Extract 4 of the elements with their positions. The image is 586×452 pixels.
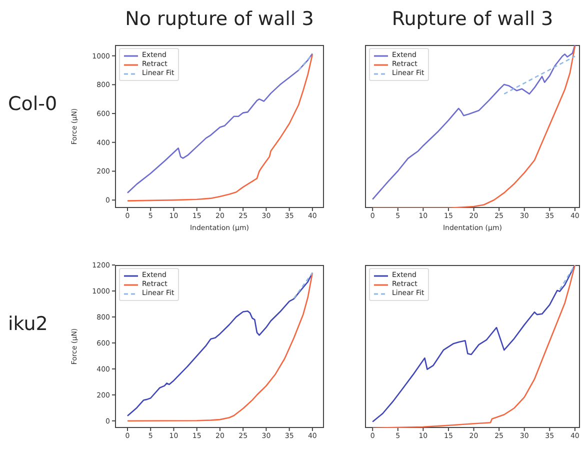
text: iku2 [8,312,48,334]
text: Col-0 [8,92,58,114]
chart-title: No rupture of wall 3 [124,8,315,30]
chart-title: Rupture of wall 3 [390,8,554,30]
